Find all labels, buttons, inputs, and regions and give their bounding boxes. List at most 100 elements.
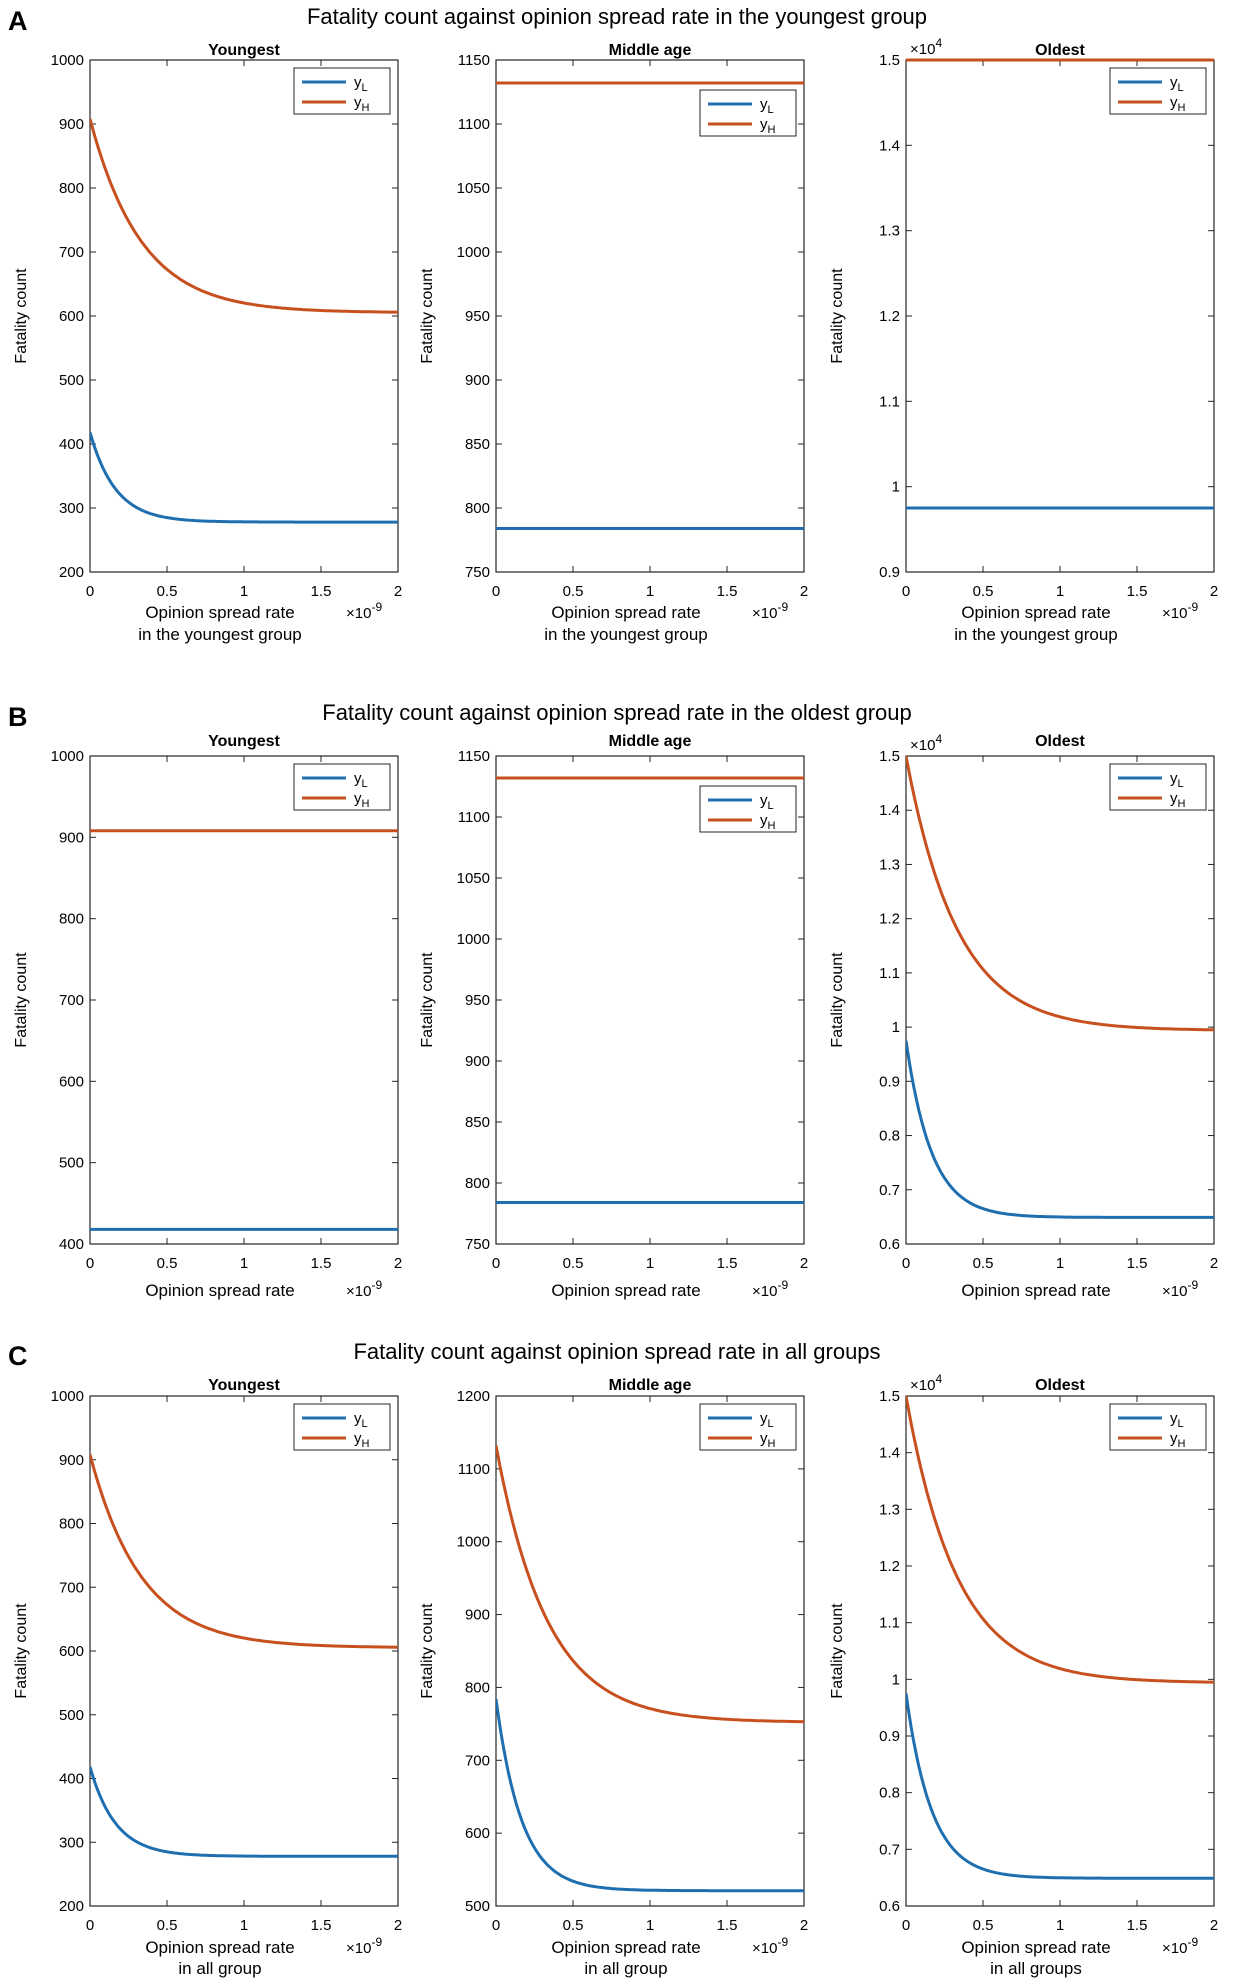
y-tick-label: 1: [892, 1671, 900, 1688]
x-axis-label: Opinion spread rate: [551, 1938, 700, 1957]
y-tick-label: 1.3: [879, 1501, 900, 1518]
legend-symbol: y: [354, 790, 362, 807]
legend-symbol: y: [760, 1410, 768, 1427]
x-tick-label: 1.5: [1127, 1255, 1148, 1272]
y-exponent-base: ×10: [910, 41, 935, 58]
x-exponent-power: -9: [1187, 600, 1198, 614]
y-tick-label: 1000: [51, 52, 84, 69]
y-tick-label: 0.7: [879, 1841, 900, 1858]
y-tick-label: 800: [59, 1516, 84, 1533]
y-tick-label: 0.7: [879, 1182, 900, 1199]
y-axis-label: Fatality count: [13, 952, 30, 1048]
x-tick-label: 1.5: [311, 583, 332, 600]
legend-subscript: L: [362, 778, 368, 790]
x-exponent-base: ×10: [346, 1940, 371, 1957]
x-exponent-power: -9: [777, 600, 788, 614]
x-exponent: ×10-9: [346, 600, 382, 622]
y-tick-label: 600: [59, 1643, 84, 1660]
y-tick-label: 1050: [457, 870, 490, 887]
legend-subscript: L: [362, 1418, 368, 1430]
x-exponent-base: ×10: [752, 605, 777, 622]
legend-box: [699, 89, 797, 137]
x-exponent-power: -9: [371, 600, 382, 614]
y-tick-label: 1000: [457, 1534, 490, 1551]
y-tick-label: 1: [892, 479, 900, 496]
x-tick-label: 0: [492, 1255, 500, 1272]
legend-symbol: y: [760, 792, 768, 809]
y-tick-label: 600: [465, 1825, 490, 1842]
plot-frame: [89, 755, 399, 1245]
x-tick-label: 2: [1210, 583, 1218, 600]
y-tick-label: 900: [59, 1452, 84, 1469]
series-line-yL: [906, 1693, 1214, 1880]
subplot-title: Middle age: [609, 1377, 692, 1394]
panel-title: Fatality count against opinion spread ra…: [307, 4, 927, 29]
y-tick-label: 1000: [457, 244, 490, 261]
x-exponent-power: -9: [1187, 1278, 1198, 1292]
x-tick-label: 0: [902, 1255, 910, 1272]
x-exponent-base: ×10: [1162, 1940, 1187, 1957]
legend-symbol: y: [1170, 790, 1178, 807]
panel-B: B Fatality count against opinion spread r…: [8, 700, 1218, 1300]
y-tick-label: 1100: [458, 809, 490, 826]
legend-symbol: y: [1170, 1410, 1178, 1427]
y-tick-label: 0.6: [879, 1236, 900, 1253]
y-tick-label: 500: [59, 1155, 84, 1172]
x-tick-label: 0: [492, 1917, 500, 1934]
y-axis-label: Fatality count: [13, 1603, 30, 1699]
legend-label-yL: yL: [354, 1410, 368, 1430]
y-tick-label: 750: [465, 1236, 490, 1253]
y-tick-label: 800: [465, 500, 490, 517]
y-tick-label: 1.1: [879, 393, 900, 410]
x-tick-label: 2: [394, 1255, 402, 1272]
series-line-yH: [90, 118, 398, 314]
subplot-youngest: 200 300 400 500 600 700 800 900 1000 0 0.5 1 1.5 2 You…: [13, 1377, 402, 1978]
x-axis-label: Opinion spread rate: [961, 1938, 1110, 1957]
y-tick-label: 750: [465, 564, 490, 581]
y-tick-label: 1.2: [879, 911, 900, 928]
y-tick-label: 1200: [457, 1388, 490, 1405]
legend-box: [1109, 763, 1207, 811]
x-tick-label: 2: [394, 1917, 402, 1934]
y-tick-label: 0.8: [879, 1128, 900, 1145]
x-exponent-power: -9: [777, 1935, 788, 1949]
legend-label-yH: yH: [1170, 94, 1186, 114]
subplot-title: Youngest: [208, 733, 280, 750]
x-axis-label: Opinion spread rate: [961, 1281, 1110, 1300]
x-tick-label: 0: [902, 1917, 910, 1934]
legend-subscript: L: [768, 800, 774, 812]
legend-label-yL: yL: [760, 1410, 774, 1430]
x-tick-label: 1: [240, 1917, 248, 1934]
y-tick-label: 1.4: [879, 137, 900, 154]
y-exponent: ×104: [910, 732, 942, 754]
panel-letter: B: [8, 702, 28, 732]
subplot-middle-age: 750 800 850 900 950 1000 1050 1100 1150 0 0.5 1 1.5 2…: [419, 733, 808, 1300]
legend-subscript: L: [362, 82, 368, 94]
x-exponent: ×10-9: [752, 600, 788, 622]
x-tick-label: 0: [86, 583, 94, 600]
x-axis-label: Opinion spread rate: [145, 1281, 294, 1300]
y-tick-label: 500: [59, 372, 84, 389]
y-tick-label: 400: [59, 1236, 84, 1253]
y-exponent-base: ×10: [910, 737, 935, 754]
x-tick-label: 0.5: [563, 1917, 584, 1934]
panel-letter: C: [8, 1341, 28, 1371]
x-tick-label: 0.5: [157, 583, 178, 600]
legend-label-yH: yH: [760, 1430, 776, 1450]
legend-symbol: y: [760, 812, 768, 829]
x-axis-label-line2: in all group: [584, 1959, 667, 1978]
series-line-yL: [90, 432, 398, 524]
legend-subscript: H: [1178, 1438, 1186, 1450]
legend-subscript: L: [768, 104, 774, 116]
x-tick-label: 0: [86, 1917, 94, 1934]
y-tick-label: 950: [465, 308, 490, 325]
x-tick-label: 1.5: [1127, 1917, 1148, 1934]
y-tick-label: 0.9: [879, 564, 900, 581]
x-exponent: ×10-9: [1162, 1935, 1198, 1957]
x-tick-label: 1: [1056, 583, 1064, 600]
y-axis-label: Fatality count: [829, 1603, 846, 1699]
legend-symbol: y: [354, 94, 362, 111]
